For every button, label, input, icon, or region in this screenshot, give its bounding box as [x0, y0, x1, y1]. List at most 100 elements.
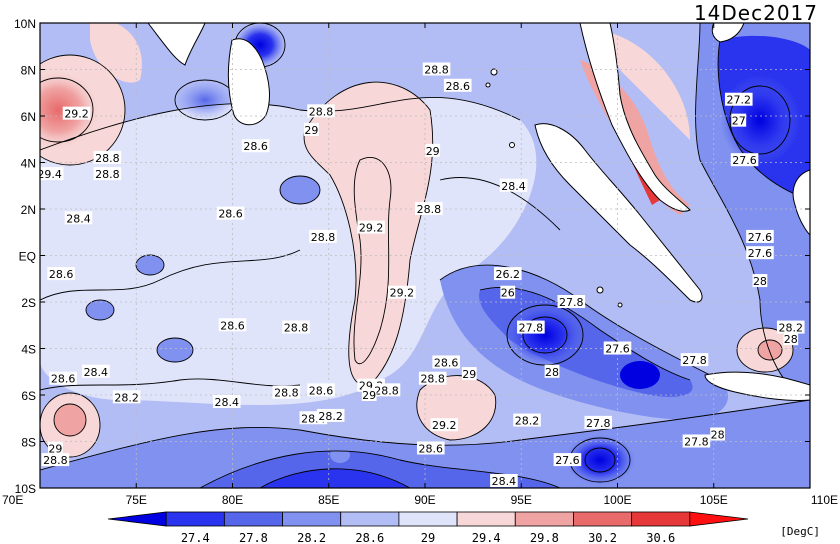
contour-label-bg — [783, 332, 799, 346]
contour-label: 28.4 — [212, 394, 241, 409]
contour-label: 28 — [710, 427, 725, 442]
contour-label: 28.6 — [216, 206, 245, 221]
x-tick-label: 110E — [811, 493, 838, 507]
contour-label-bg — [216, 206, 245, 220]
y-tick-label: 2N — [21, 203, 36, 217]
contour-label: 28 — [783, 332, 799, 346]
contour-label: 29.4 — [40, 167, 64, 181]
contour-label: 28.4 — [64, 211, 93, 225]
contour-label-text: 28.8 — [417, 203, 442, 216]
contour-label-bg — [48, 441, 63, 455]
y-tick-label: EQ — [19, 250, 36, 264]
contour-label-text: 27.8 — [559, 296, 584, 309]
contour-label-bg — [40, 167, 64, 181]
y-tick-label: 2S — [21, 296, 36, 310]
contour-label-text: 27.6 — [732, 154, 757, 167]
contour-label-bg — [112, 390, 141, 404]
contour-label-bg — [416, 441, 445, 455]
y-tick-label: 4N — [21, 157, 36, 171]
contour-label-text: 26 — [501, 287, 515, 300]
colorbar-label: 28.2 — [297, 531, 326, 544]
colorbar-swatch — [456, 511, 516, 527]
contour-label: 28 — [544, 364, 560, 379]
contour-label-bg — [49, 371, 77, 385]
contour-label: 28.8 — [307, 104, 335, 118]
contour-label-bg — [776, 320, 805, 334]
contour-label: 29 — [425, 143, 441, 158]
contour-label: 28.6 — [416, 441, 445, 455]
contour-label-bg — [309, 229, 337, 243]
colorbar-label: 27.8 — [239, 531, 268, 544]
contour-label-bg — [724, 92, 753, 106]
contour-label-text: 29 — [362, 389, 376, 402]
colorbar-label: 30.6 — [646, 531, 675, 544]
contour-label: 27.8 — [517, 320, 545, 335]
contour-label-text: 28.8 — [43, 454, 68, 467]
y-tick-label: 8N — [21, 64, 36, 78]
x-tick-label: 75E — [126, 493, 147, 507]
contour-label-bg — [93, 167, 122, 181]
contour-label-text: 28.2 — [114, 391, 139, 404]
contour-label-text: 27.8 — [682, 354, 707, 367]
colorbar-swatch — [107, 511, 167, 527]
y-tick-label: 6N — [21, 110, 36, 124]
contour-label-bg — [241, 139, 270, 153]
contour-label: 29.2 — [388, 285, 416, 300]
contour-label: 29.2 — [430, 418, 459, 432]
contour-label: 28.8 — [418, 371, 447, 386]
contour-label-bg — [553, 453, 582, 467]
contour-label-text: 28.8 — [374, 384, 399, 397]
contour-label-text: 29 — [426, 145, 440, 158]
contour-label: 27.8 — [682, 434, 711, 449]
contour-label-bg — [82, 364, 110, 378]
contour-label-bg — [272, 385, 301, 399]
contour-label-bg — [425, 143, 441, 157]
contour-label: 28.8 — [41, 453, 70, 467]
colorbar-label: 29.4 — [472, 531, 501, 544]
contour-label: 28.8 — [415, 202, 443, 216]
contour-label-text: 28.8 — [420, 373, 445, 386]
contour-label: 29.2 — [62, 106, 91, 121]
contour-label: 28.8 — [93, 167, 122, 181]
contour-label: 28.6 — [49, 371, 77, 386]
y-axis-labels: 10N 8N 6N 4N 2N EQ 2S 4S 6S 8S 10S — [14, 17, 36, 496]
colorbar-swatch — [631, 511, 691, 527]
contour-label-bg — [443, 78, 472, 92]
contour-label-bg — [282, 320, 310, 334]
contour-label-text: 28.8 — [309, 105, 334, 118]
contour-label-bg — [218, 318, 247, 332]
contour-label-bg — [304, 122, 319, 136]
contour-label-text: 27.6 — [555, 454, 580, 467]
contour-label: 28.2 — [776, 320, 805, 335]
contour-label-bg — [752, 274, 768, 288]
contour-label-text: 28 — [711, 429, 725, 442]
colorbar-swatch — [573, 511, 633, 527]
contour-label-text: 27.8 — [684, 436, 709, 449]
contour-label: 28 — [752, 274, 768, 288]
contour-label-text: 27.8 — [519, 322, 544, 335]
contour-label-text: 29.2 — [432, 419, 457, 432]
x-tick-label: 80E — [222, 493, 243, 507]
contour-label: 29 — [361, 388, 377, 402]
contour-label-text: 27.6 — [748, 247, 773, 260]
contour-label-bg — [731, 113, 747, 127]
contour-label-bg — [62, 106, 91, 120]
contour-label-bg — [212, 394, 241, 408]
contour-label-text: 28.6 — [49, 268, 74, 281]
contour-label: 28.4 — [490, 474, 518, 488]
units-label: [DegC] — [780, 525, 820, 538]
contour-label-text: 28.4 — [66, 212, 91, 225]
colorbar: 27.4 27.8 28.2 28.6 29 29.4 29.8 30.2 30.6 — [107, 511, 749, 544]
contour-label-text: 28.6 — [309, 384, 334, 397]
contour-label-bg — [603, 341, 632, 355]
contour-label-bg — [432, 355, 460, 369]
colorbar-label: 28.6 — [355, 531, 384, 544]
contour-label-bg — [513, 413, 541, 427]
contour-label: 28.2 — [112, 390, 141, 404]
contour-label-text: 28.2 — [515, 415, 540, 428]
colorbar-label: 27.4 — [181, 531, 210, 544]
contour-label: 26.2 — [493, 267, 522, 281]
contour-label: 28.4 — [499, 178, 528, 193]
